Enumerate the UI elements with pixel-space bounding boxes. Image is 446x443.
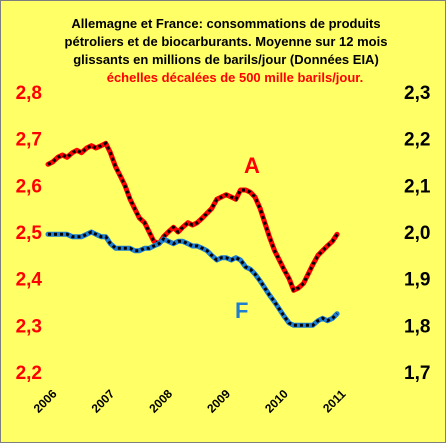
left-tick-label: 2,7 — [16, 130, 42, 151]
right-tick-label: 1,7 — [404, 363, 430, 384]
left-tick-label: 2,6 — [16, 176, 42, 197]
right-tick-label: 2,1 — [404, 176, 431, 197]
title-line-2: pétroliers et de biocarburants. Moyenne … — [65, 34, 388, 49]
right-tick-label: 2,2 — [404, 130, 430, 151]
chart-subtitle: échelles décalées de 500 mille barils/jo… — [107, 70, 364, 85]
left-tick-label: 2,2 — [16, 363, 42, 384]
series-layer — [45, 140, 340, 328]
series-a — [45, 140, 340, 293]
x-tick-label: 2009 — [204, 387, 233, 416]
title-line-3: glissants en millions de barils/jour (Do… — [73, 52, 379, 67]
series-a-dash — [47, 141, 339, 293]
title-line-1: Allemagne et France: consommations de pr… — [71, 16, 380, 31]
series-label-a: A — [244, 153, 260, 178]
chart-title: Allemagne et France: consommations de pr… — [65, 16, 388, 67]
left-tick-label: 2,8 — [16, 83, 42, 104]
series-f — [45, 229, 340, 328]
right-tick-label: 1,9 — [404, 270, 430, 291]
right-tick-label: 1,8 — [404, 316, 430, 337]
left-axis-ticks: 2,2 2,3 2,4 2,5 2,6 2,7 2,8 — [16, 83, 43, 384]
right-tick-label: 2,3 — [404, 83, 430, 104]
series-label-f: F — [235, 298, 248, 323]
right-axis-ticks: 1,7 1,8 1,9 2,0 2,1 2,2 2,3 — [404, 83, 431, 384]
x-tick-label: 2008 — [146, 387, 175, 416]
x-axis-ticks: 2006 2007 2008 2009 2010 2011 — [31, 387, 349, 416]
x-tick-label: 2011 — [320, 387, 349, 416]
series-f-dash — [48, 230, 339, 327]
left-tick-label: 2,5 — [16, 223, 43, 244]
left-tick-label: 2,4 — [16, 270, 43, 291]
x-tick-label: 2006 — [31, 387, 60, 416]
series-f-line — [45, 229, 340, 328]
right-tick-label: 2,0 — [404, 223, 430, 244]
x-tick-label: 2007 — [89, 387, 118, 416]
left-tick-label: 2,3 — [16, 316, 42, 337]
x-tick-label: 2010 — [262, 387, 291, 416]
series-a-line — [45, 140, 340, 293]
